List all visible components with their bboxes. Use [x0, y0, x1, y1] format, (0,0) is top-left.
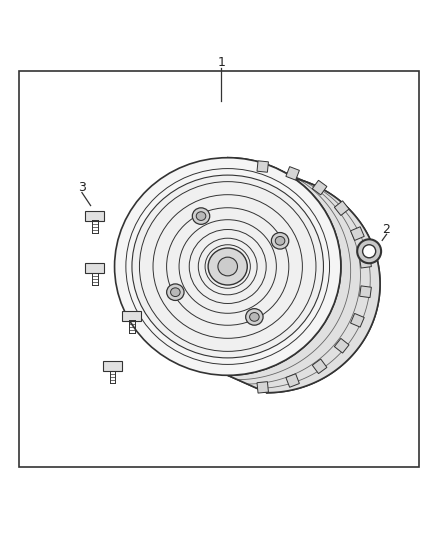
Bar — [257, 161, 268, 172]
Polygon shape — [228, 158, 380, 393]
Ellipse shape — [196, 212, 206, 221]
Bar — [334, 338, 349, 353]
Ellipse shape — [115, 158, 341, 375]
Bar — [350, 227, 364, 240]
Ellipse shape — [132, 175, 323, 358]
Bar — [350, 313, 364, 327]
Bar — [312, 180, 327, 195]
Bar — [334, 201, 349, 215]
FancyBboxPatch shape — [85, 211, 104, 221]
Ellipse shape — [208, 248, 247, 285]
Ellipse shape — [246, 309, 263, 325]
Ellipse shape — [250, 312, 259, 321]
Ellipse shape — [363, 245, 376, 258]
FancyBboxPatch shape — [103, 361, 122, 372]
Bar — [257, 382, 268, 393]
Ellipse shape — [192, 208, 210, 224]
Bar — [360, 256, 371, 268]
FancyBboxPatch shape — [123, 311, 141, 321]
Ellipse shape — [272, 232, 289, 249]
Text: 3: 3 — [78, 181, 86, 194]
FancyBboxPatch shape — [85, 263, 104, 273]
Bar — [286, 374, 300, 387]
Ellipse shape — [275, 237, 285, 245]
Bar — [286, 167, 300, 180]
Ellipse shape — [166, 284, 184, 301]
Ellipse shape — [218, 257, 237, 276]
Ellipse shape — [357, 239, 381, 263]
Text: 1: 1 — [217, 56, 225, 69]
Text: 2: 2 — [383, 223, 391, 236]
Bar — [312, 359, 327, 374]
Bar — [360, 286, 371, 297]
Ellipse shape — [170, 288, 180, 296]
